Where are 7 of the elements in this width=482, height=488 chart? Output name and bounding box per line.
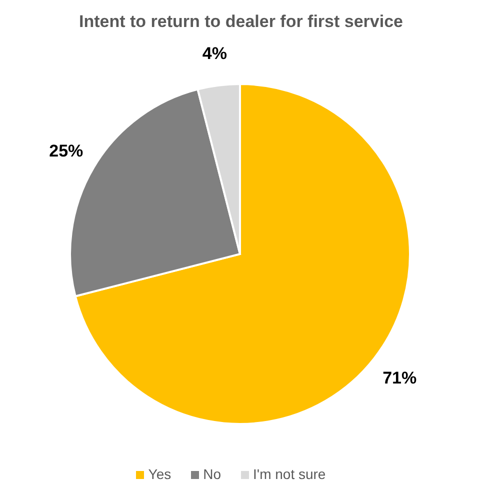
data-label: 25% [49,142,84,161]
data-label: 4% [202,44,227,64]
legend-label: No [203,466,222,482]
legend-label: Yes [148,466,172,482]
chart-title: Intent to return to dealer for first service [78,12,404,32]
legend-label: I'm not sure [253,466,326,482]
data-label: 71% [382,368,417,388]
